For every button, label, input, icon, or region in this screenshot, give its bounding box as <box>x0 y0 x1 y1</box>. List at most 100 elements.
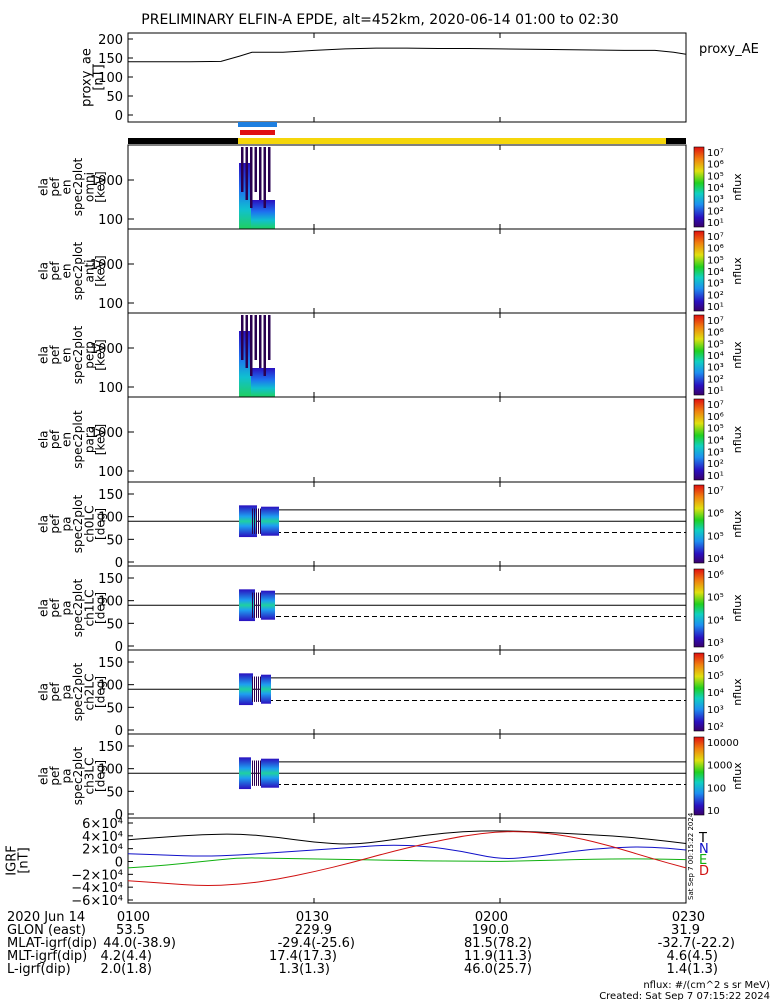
colorbar-tick-label: 10² <box>707 374 724 385</box>
y-axis-label-line: pef <box>48 345 62 365</box>
y-tick-label: 150 <box>98 52 123 67</box>
y-axis-label-line: ch2LC <box>82 674 96 711</box>
y-tick-label: 50 <box>106 701 123 716</box>
colorbar-title: nflux <box>731 762 744 790</box>
colorbar-tick-label: 10⁵ <box>707 531 724 542</box>
footer-value: 46.0(25.7) <box>464 962 532 977</box>
science-zone-blue-bar <box>238 122 277 127</box>
colorbar-tick-label: 10000 <box>707 738 739 749</box>
y-axis-label-line: spec2plot <box>71 578 85 637</box>
pitch-angle-speckle <box>258 508 259 534</box>
colorbar-tick-label: 10⁵ <box>707 593 724 604</box>
spectrogram-speckle <box>245 147 248 200</box>
y-tick-label: −4×10⁴ <box>71 881 123 896</box>
pitch-angle-speckle <box>252 760 253 786</box>
y-axis-label-line: ela <box>37 683 51 701</box>
y-axis-label-line: spec2plot <box>71 410 85 469</box>
footer-value: 81.5(78.2) <box>464 936 532 951</box>
y-axis-label-line: [keV] <box>94 171 108 202</box>
footer-label: 2020 Jun 14 <box>7 910 85 925</box>
colorbar-tick-label: 10³ <box>707 195 724 206</box>
y-tick-label: 2×10⁴ <box>82 843 123 858</box>
igrf-panel-frame <box>127 817 687 904</box>
y-axis-label-line: omni <box>82 172 96 202</box>
y-tick-label: 0 <box>115 856 123 871</box>
colorbar-title: nflux <box>731 594 744 622</box>
y-tick-label: 1000 <box>90 258 123 273</box>
energy-panel-frame <box>127 312 687 398</box>
spectrogram-speckle <box>263 315 266 376</box>
footer-value: 0130 <box>296 910 329 925</box>
y-axis-label-line: [keV] <box>94 339 108 370</box>
proxy-ae-line <box>128 47 687 63</box>
spectrogram-block <box>251 368 275 397</box>
footer-value: 17.4(17.3) <box>269 949 337 964</box>
igrf-series-D <box>127 831 687 886</box>
pitch-angle-speckle <box>254 508 255 534</box>
y-axis-label-line: proxy_ae <box>79 48 94 107</box>
units-note: nflux: #/(cm^2 s sr MeV) <box>643 980 770 991</box>
colorbar <box>693 652 705 732</box>
colorbar-tick-label: 10³ <box>707 447 724 458</box>
colorbar <box>693 314 705 396</box>
pitch-angle-panel-frame <box>127 565 687 651</box>
y-axis-label-line: en <box>60 264 74 279</box>
colorbar-tick-label: 10⁶ <box>707 654 724 665</box>
colorbar-tick-label: 10¹ <box>707 302 724 313</box>
pitch-angle-speckle <box>254 760 255 786</box>
y-axis-label-line: ela <box>37 262 51 280</box>
colorbar-tick-label: 10⁴ <box>707 688 724 699</box>
pitch-angle-speckle <box>260 592 261 618</box>
y-tick-label: 50 <box>106 785 123 800</box>
y-tick-label: 200 <box>98 33 123 48</box>
spectrogram-speckle <box>241 315 244 360</box>
y-axis-label-line: [keV] <box>94 424 108 455</box>
colorbar-tick-label: 10 <box>707 806 720 817</box>
spectrogram-block <box>239 163 251 229</box>
colorbar-tick-label: 10⁶ <box>707 328 724 339</box>
footer-value: 0230 <box>672 910 705 925</box>
pitch-angle-speckle <box>256 760 257 786</box>
colorbar-tick-label: 10⁴ <box>707 554 724 565</box>
y-axis-label-line: [nT] <box>17 847 32 873</box>
y-axis-label-line: ch1LC <box>82 590 96 627</box>
spectrogram-speckle <box>268 315 271 360</box>
colorbar-tick-label: 10⁷ <box>707 486 724 497</box>
colorbar-tick-label: 10³ <box>707 705 724 716</box>
y-axis-label-line: en <box>60 432 74 447</box>
colorbar-tick-label: 10³ <box>707 279 724 290</box>
igrf-series-T <box>127 830 687 845</box>
colorbar-tick-label: 10¹ <box>707 471 724 482</box>
igrf-series-N <box>127 844 687 859</box>
pitch-angle-panel-frame <box>127 649 687 735</box>
y-tick-label: 0 <box>115 808 123 823</box>
y-tick-label: 100 <box>98 679 123 694</box>
y-axis-label-line: ela <box>37 515 51 533</box>
pitch-angle-speckle <box>252 592 253 618</box>
footer-value: 2.0(1.8) <box>101 962 153 977</box>
y-tick-label: 100 <box>98 381 123 396</box>
y-tick-label: 150 <box>98 656 123 671</box>
colorbar-tick-label: 10³ <box>707 638 724 649</box>
y-tick-label: 100 <box>98 595 123 610</box>
colorbar-tick-label: 10⁶ <box>707 244 724 255</box>
y-tick-label: 1000 <box>90 342 123 357</box>
orbit-bar-night <box>128 138 238 144</box>
pitch-angle-block <box>239 673 253 706</box>
pitch-angle-speckle <box>252 676 253 702</box>
y-axis-label-line: spec2plot <box>71 494 85 553</box>
y-tick-label: 1000 <box>90 174 123 189</box>
y-tick-label: 50 <box>106 617 123 632</box>
igrf-series-E <box>127 857 687 869</box>
colorbar-tick-label: 10⁴ <box>707 615 724 626</box>
colorbar <box>693 484 705 564</box>
colorbar <box>693 568 705 648</box>
pitch-angle-block <box>261 590 275 620</box>
footer-value: 53.5 <box>116 923 145 938</box>
y-axis-label-line: en <box>60 348 74 363</box>
colorbar-tick-label: 10⁶ <box>707 412 724 423</box>
y-tick-label: 0 <box>115 640 123 655</box>
